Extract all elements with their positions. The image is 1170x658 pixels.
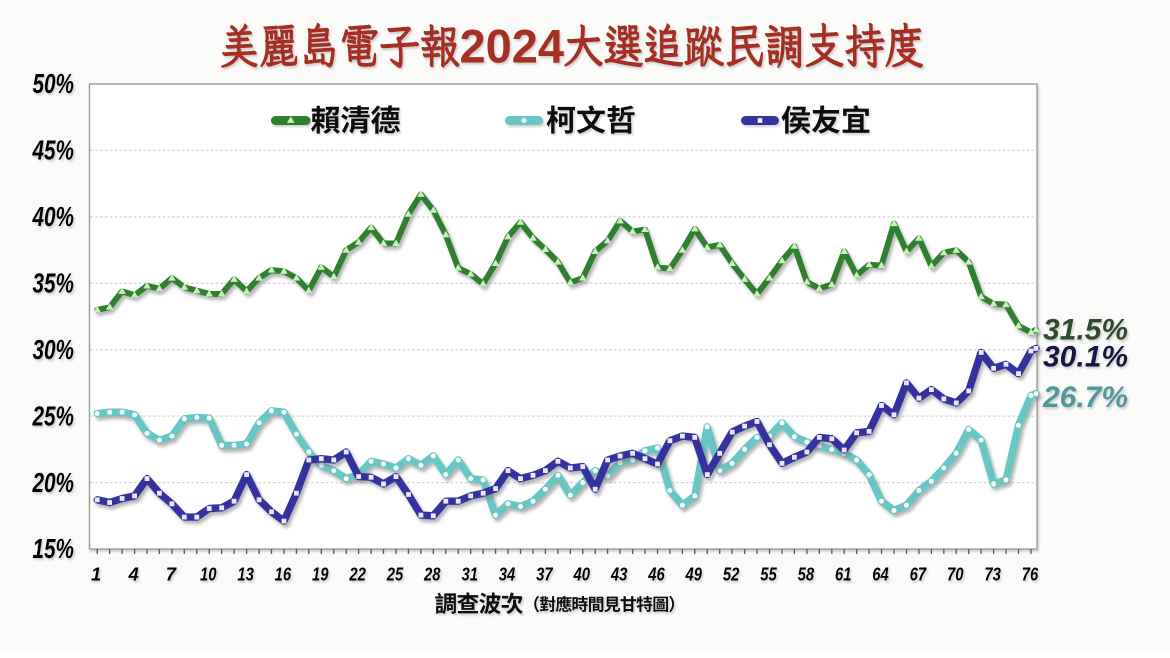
- svg-text:16: 16: [275, 564, 292, 585]
- svg-text:43: 43: [610, 564, 628, 585]
- svg-text:70: 70: [947, 564, 964, 585]
- svg-text:7: 7: [166, 564, 178, 585]
- svg-text:28: 28: [423, 564, 441, 585]
- svg-text:26.7%: 26.7%: [1042, 381, 1128, 414]
- svg-text:22: 22: [349, 564, 367, 585]
- svg-text:2024: 2024: [460, 20, 565, 73]
- svg-text:1: 1: [91, 564, 101, 585]
- svg-text:15%: 15%: [33, 533, 75, 564]
- svg-text:13: 13: [237, 564, 254, 585]
- svg-text:40: 40: [573, 564, 591, 585]
- svg-text:30.1%: 30.1%: [1043, 341, 1128, 374]
- svg-text:52: 52: [723, 564, 740, 585]
- svg-text:10: 10: [200, 564, 217, 585]
- svg-text:55: 55: [760, 564, 777, 585]
- svg-text:31: 31: [461, 564, 478, 585]
- svg-text:37: 37: [536, 564, 554, 585]
- svg-text:49: 49: [685, 564, 703, 585]
- svg-text:50%: 50%: [33, 68, 75, 99]
- svg-text:64: 64: [872, 564, 889, 585]
- svg-text:46: 46: [647, 564, 665, 585]
- svg-text:40%: 40%: [32, 201, 74, 232]
- svg-text:34: 34: [499, 564, 516, 585]
- svg-text:45%: 45%: [32, 135, 74, 166]
- svg-text:73: 73: [984, 564, 1001, 585]
- svg-text:76: 76: [1022, 564, 1039, 585]
- svg-text:25: 25: [386, 564, 404, 585]
- svg-text:67: 67: [910, 564, 928, 585]
- svg-text:19: 19: [312, 564, 329, 585]
- svg-text:35%: 35%: [33, 268, 75, 299]
- svg-text:30%: 30%: [33, 334, 75, 365]
- svg-text:20%: 20%: [32, 467, 74, 498]
- svg-text:4: 4: [127, 564, 138, 585]
- svg-text:25%: 25%: [32, 400, 74, 431]
- svg-text:31.5%: 31.5%: [1043, 314, 1128, 347]
- svg-text:58: 58: [798, 564, 815, 585]
- svg-text:61: 61: [835, 564, 852, 585]
